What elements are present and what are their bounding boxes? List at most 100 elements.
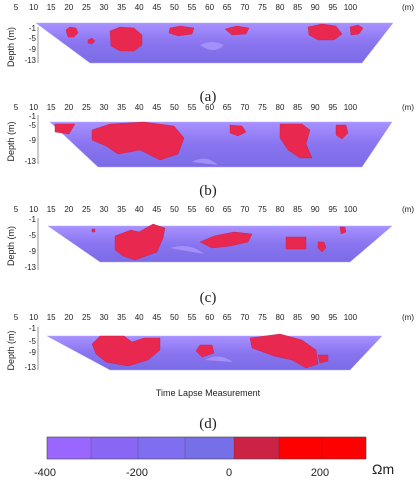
y-tick-label: -1 — [29, 112, 37, 121]
x-tick-label: 65 — [223, 3, 232, 12]
y-tick-label: -1 — [29, 324, 37, 333]
x-tick-label: 10 — [29, 205, 38, 214]
x-tick-label: 5 — [14, 205, 19, 214]
y-tick-label: -5 — [29, 337, 37, 346]
low-anomaly-patch — [192, 158, 218, 165]
x-tick-label: 95 — [328, 313, 337, 322]
x-tick-label: 100 — [344, 103, 358, 112]
y-tick-label: -13 — [24, 363, 36, 372]
high-resistivity-anomaly — [335, 124, 349, 140]
panel-label: (a) — [200, 89, 217, 105]
high-resistivity-anomaly — [109, 26, 143, 52]
x-tick-label: 15 — [47, 3, 56, 12]
x-tick-label: 85 — [293, 3, 302, 12]
x-tick-label: 35 — [117, 205, 126, 214]
x-tick-label: 70 — [240, 313, 249, 322]
x-tick-label: 55 — [188, 3, 197, 12]
x-tick-label: 5 — [14, 3, 19, 12]
x-tick-label: 100 — [344, 205, 358, 214]
colorbar-segment — [185, 437, 234, 459]
x-tick-label: 40 — [135, 205, 144, 214]
x-tick-label: 75 — [258, 313, 267, 322]
y-tick-label: -5 — [29, 231, 37, 240]
x-tick-label: 55 — [188, 103, 197, 112]
x-tick-label: 80 — [276, 205, 285, 214]
x-tick-label: 10 — [29, 103, 38, 112]
x-tick-label: 50 — [170, 313, 179, 322]
x-tick-label: 95 — [328, 3, 337, 12]
high-resistivity-anomaly — [249, 333, 319, 369]
high-resistivity-anomaly — [91, 228, 96, 233]
figure-caption: Time Lapse Measurement — [156, 388, 261, 398]
y-tick-label: -13 — [24, 263, 36, 272]
x-tick-label: 40 — [135, 103, 144, 112]
colorbar-segment — [279, 437, 366, 459]
high-resistivity-anomaly — [339, 226, 347, 235]
x-tick-label: 65 — [223, 313, 232, 322]
x-tick-label: 30 — [100, 205, 109, 214]
high-resistivity-anomaly — [65, 26, 79, 38]
x-tick-label: 40 — [135, 3, 144, 12]
low-anomaly-patch — [200, 42, 224, 50]
x-tick-label: 20 — [64, 103, 73, 112]
y-tick-label: -5 — [29, 121, 37, 130]
x-tick-label: 95 — [328, 205, 337, 214]
high-resistivity-anomaly — [279, 123, 313, 159]
x-tick-label: 35 — [117, 3, 126, 12]
panel-label: (c) — [200, 290, 217, 306]
high-resistivity-anomaly — [317, 354, 329, 364]
depth-axis-label: Depth (m) — [6, 27, 16, 67]
x-tick-label: 45 — [152, 3, 161, 12]
high-resistivity-anomaly — [195, 344, 215, 358]
x-tick-label: 85 — [293, 103, 302, 112]
y-tick-label: -1 — [29, 24, 37, 33]
x-tick-label: 70 — [240, 103, 249, 112]
x-tick-label: 5 — [14, 313, 19, 322]
x-tick-label: 5 — [14, 103, 19, 112]
high-resistivity-anomaly — [349, 24, 364, 36]
x-tick-label: 50 — [170, 103, 179, 112]
x-tick-label: 80 — [276, 313, 285, 322]
x-tick-label: 15 — [47, 205, 56, 214]
depth-axis-label: Depth (m) — [6, 121, 16, 161]
x-tick-label: 100 — [344, 3, 358, 12]
depth-axis-label: Depth (m) — [6, 330, 16, 370]
x-tick-label: 20 — [64, 313, 73, 322]
high-resistivity-anomaly — [168, 25, 195, 37]
high-resistivity-anomaly — [317, 241, 327, 253]
x-tick-label: 90 — [311, 313, 320, 322]
y-tick-label: -1 — [29, 215, 37, 224]
colorbar-tick-label: 0 — [226, 467, 232, 479]
colorbar-segment — [138, 437, 185, 459]
x-tick-label: 30 — [100, 103, 109, 112]
x-tick-label: 95 — [328, 103, 337, 112]
x-unit-label: (m) — [402, 313, 414, 322]
x-unit-label: (m) — [402, 3, 414, 12]
colorbar-unit-label: Ωm — [372, 461, 394, 477]
y-tick-label: -9 — [29, 247, 37, 256]
y-tick-label: -5 — [29, 34, 37, 43]
x-tick-label: 90 — [311, 3, 320, 12]
x-tick-label: 75 — [258, 205, 267, 214]
x-tick-label: 55 — [188, 313, 197, 322]
x-tick-label: 60 — [205, 3, 214, 12]
high-resistivity-anomaly — [91, 335, 161, 367]
high-resistivity-anomaly — [114, 223, 166, 261]
x-tick-label: 15 — [47, 103, 56, 112]
x-tick-label: 70 — [240, 3, 249, 12]
high-resistivity-anomaly — [307, 23, 343, 41]
low-anomaly-patch — [205, 356, 233, 362]
panel-label: (b) — [199, 183, 217, 199]
low-anomaly-patch — [170, 246, 204, 254]
depth-axis-label: Depth (m) — [6, 226, 16, 266]
high-resistivity-anomaly — [224, 25, 250, 36]
x-unit-label: (m) — [402, 205, 414, 214]
x-tick-label: 50 — [170, 3, 179, 12]
x-tick-label: 50 — [170, 205, 179, 214]
x-tick-label: 100 — [344, 313, 358, 322]
x-tick-label: 55 — [188, 205, 197, 214]
x-tick-label: 45 — [152, 103, 161, 112]
y-tick-label: -9 — [29, 136, 37, 145]
colorbar-frame — [46, 436, 367, 460]
x-tick-label: 35 — [117, 103, 126, 112]
